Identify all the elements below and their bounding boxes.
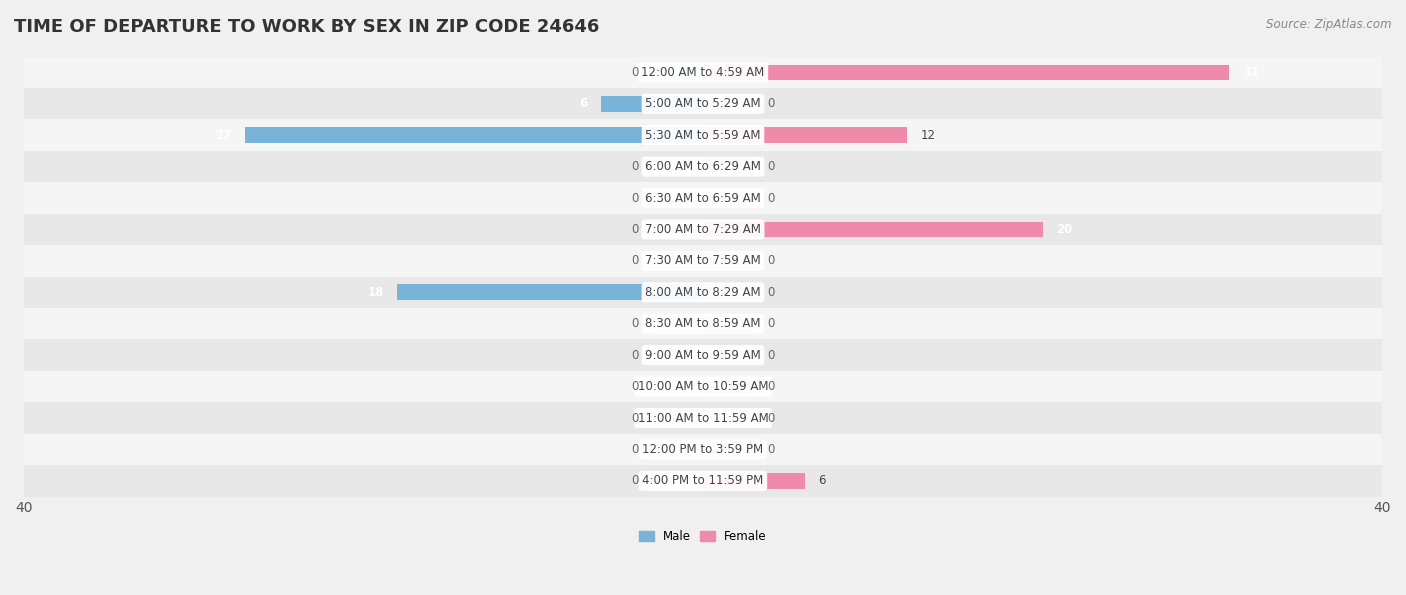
Text: 12:00 PM to 3:59 PM: 12:00 PM to 3:59 PM: [643, 443, 763, 456]
Text: 10:00 AM to 10:59 AM: 10:00 AM to 10:59 AM: [638, 380, 768, 393]
Text: 0: 0: [631, 412, 638, 424]
Text: 0: 0: [631, 255, 638, 267]
Bar: [652, 221, 703, 237]
Text: 0: 0: [768, 255, 775, 267]
Bar: [703, 284, 754, 300]
Text: 7:30 AM to 7:59 AM: 7:30 AM to 7:59 AM: [645, 255, 761, 267]
Bar: [652, 473, 703, 488]
Text: 31: 31: [1243, 66, 1260, 79]
Text: 0: 0: [768, 160, 775, 173]
Text: 6: 6: [818, 474, 825, 487]
Text: 0: 0: [631, 192, 638, 205]
Bar: [703, 159, 754, 174]
Text: 0: 0: [631, 66, 638, 79]
Bar: [24, 308, 1382, 340]
Text: 18: 18: [367, 286, 384, 299]
Text: 0: 0: [768, 286, 775, 299]
Text: 5:30 AM to 5:59 AM: 5:30 AM to 5:59 AM: [645, 129, 761, 142]
Text: 20: 20: [1056, 223, 1073, 236]
Bar: [703, 441, 754, 458]
Text: 6:00 AM to 6:29 AM: 6:00 AM to 6:29 AM: [645, 160, 761, 173]
Text: 0: 0: [631, 474, 638, 487]
Text: 4:00 PM to 11:59 PM: 4:00 PM to 11:59 PM: [643, 474, 763, 487]
Bar: [652, 253, 703, 269]
Bar: [24, 214, 1382, 245]
Text: 11:00 AM to 11:59 AM: 11:00 AM to 11:59 AM: [638, 412, 768, 424]
Text: 0: 0: [768, 317, 775, 330]
Bar: [24, 340, 1382, 371]
Bar: [24, 88, 1382, 120]
Bar: [703, 316, 754, 331]
Bar: [652, 379, 703, 394]
Text: 27: 27: [215, 129, 231, 142]
Text: 0: 0: [768, 380, 775, 393]
Text: TIME OF DEPARTURE TO WORK BY SEX IN ZIP CODE 24646: TIME OF DEPARTURE TO WORK BY SEX IN ZIP …: [14, 18, 599, 36]
Text: 6: 6: [579, 98, 588, 110]
Bar: [652, 316, 703, 331]
Text: 0: 0: [631, 317, 638, 330]
Bar: [602, 96, 703, 112]
Text: 5:00 AM to 5:29 AM: 5:00 AM to 5:29 AM: [645, 98, 761, 110]
Text: 7:00 AM to 7:29 AM: 7:00 AM to 7:29 AM: [645, 223, 761, 236]
Bar: [652, 347, 703, 363]
Bar: [703, 221, 1043, 237]
Bar: [703, 379, 754, 394]
Bar: [703, 64, 1229, 80]
Text: 12: 12: [921, 129, 935, 142]
Text: 0: 0: [631, 349, 638, 362]
Bar: [24, 57, 1382, 88]
Bar: [24, 120, 1382, 151]
Bar: [24, 402, 1382, 434]
Text: 0: 0: [768, 443, 775, 456]
Text: Source: ZipAtlas.com: Source: ZipAtlas.com: [1267, 18, 1392, 31]
Bar: [24, 182, 1382, 214]
Bar: [652, 410, 703, 426]
Text: 0: 0: [631, 443, 638, 456]
Text: 9:00 AM to 9:59 AM: 9:00 AM to 9:59 AM: [645, 349, 761, 362]
Text: 0: 0: [768, 98, 775, 110]
Bar: [652, 64, 703, 80]
Text: 0: 0: [768, 349, 775, 362]
Bar: [245, 127, 703, 143]
Bar: [24, 371, 1382, 402]
Bar: [703, 96, 754, 112]
Bar: [652, 441, 703, 458]
Text: 0: 0: [631, 160, 638, 173]
Text: 0: 0: [768, 192, 775, 205]
Bar: [703, 410, 754, 426]
Text: 8:30 AM to 8:59 AM: 8:30 AM to 8:59 AM: [645, 317, 761, 330]
Text: 12:00 AM to 4:59 AM: 12:00 AM to 4:59 AM: [641, 66, 765, 79]
Bar: [703, 473, 804, 488]
Bar: [24, 245, 1382, 277]
Bar: [24, 151, 1382, 182]
Text: 6:30 AM to 6:59 AM: 6:30 AM to 6:59 AM: [645, 192, 761, 205]
Bar: [652, 190, 703, 206]
Bar: [24, 434, 1382, 465]
Legend: Male, Female: Male, Female: [634, 525, 772, 548]
Text: 0: 0: [631, 380, 638, 393]
Bar: [652, 159, 703, 174]
Text: 0: 0: [768, 412, 775, 424]
Bar: [398, 284, 703, 300]
Bar: [703, 347, 754, 363]
Bar: [703, 253, 754, 269]
Text: 8:00 AM to 8:29 AM: 8:00 AM to 8:29 AM: [645, 286, 761, 299]
Bar: [703, 127, 907, 143]
Bar: [24, 277, 1382, 308]
Text: 0: 0: [631, 223, 638, 236]
Bar: [703, 190, 754, 206]
Bar: [24, 465, 1382, 497]
